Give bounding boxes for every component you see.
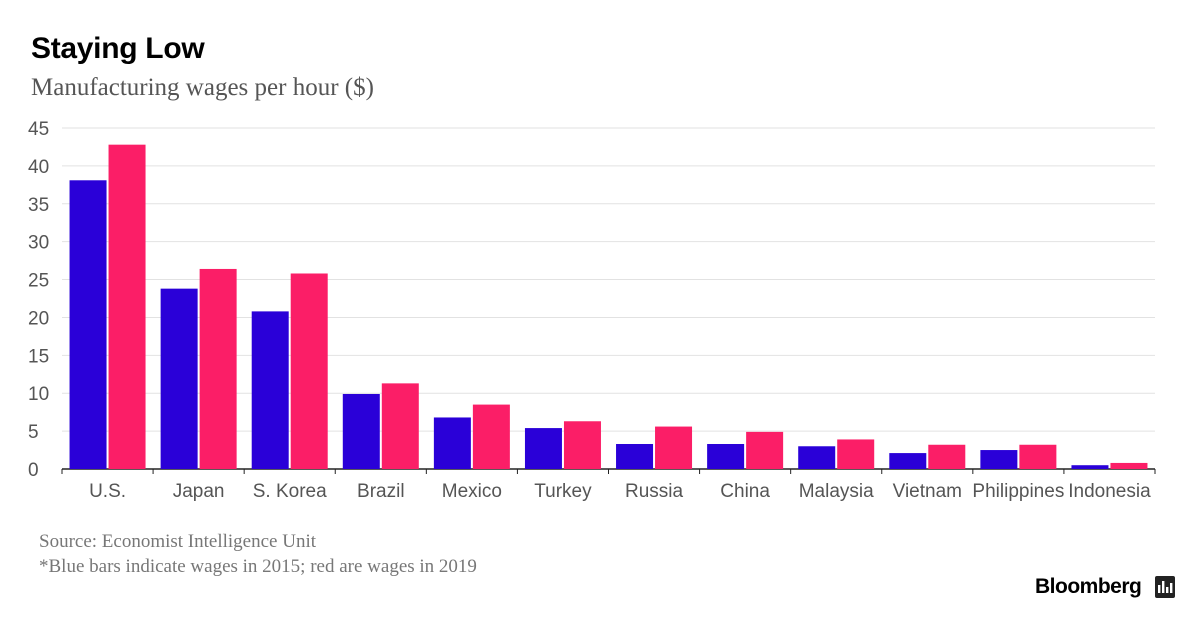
x-category-label: Mexico	[442, 481, 502, 502]
y-tick-label: 40	[28, 157, 49, 178]
bar-2015	[616, 443, 654, 469]
y-tick-label: 20	[28, 308, 49, 329]
bar-2015	[980, 450, 1018, 469]
bar-2019	[1110, 462, 1148, 469]
x-category-label: Vietnam	[893, 481, 962, 502]
source-note: Source: Economist Intelligence Unit	[39, 531, 317, 552]
x-category-label: Philippines	[972, 481, 1064, 502]
bar-2019	[746, 431, 784, 469]
y-tick-label: 25	[28, 271, 49, 292]
y-tick-label: 0	[28, 460, 39, 481]
bar-2015	[433, 417, 471, 469]
bar-2019	[108, 144, 146, 469]
bar-2019	[837, 439, 875, 469]
x-category-label: U.S.	[89, 481, 126, 502]
x-category-label: S. Korea	[253, 481, 327, 502]
y-tick-label: 35	[28, 195, 49, 216]
bar-2015	[707, 443, 745, 469]
bar-2019	[290, 273, 328, 469]
bloomberg-logo: Bloomberg	[1035, 575, 1142, 598]
bar-2015	[69, 180, 107, 469]
bar-2019	[381, 383, 419, 469]
y-tick-label: 30	[28, 233, 49, 254]
bar-2015	[524, 428, 562, 469]
x-category-label: Brazil	[357, 481, 405, 502]
bar-2015	[342, 393, 380, 469]
chart-title: Staying Low	[31, 32, 205, 65]
bar-2015	[889, 453, 927, 469]
bar-2015	[251, 311, 289, 469]
y-tick-label: 10	[28, 384, 49, 405]
y-tick-label: 15	[28, 346, 49, 367]
x-category-label: Russia	[625, 481, 684, 502]
x-category-label: Japan	[173, 481, 225, 502]
bar-2019	[472, 404, 510, 469]
chart-subtitle: Manufacturing wages per hour ($)	[31, 74, 374, 101]
bar-2019	[928, 444, 966, 469]
bar-2019	[199, 268, 237, 469]
bloomberg-chart-icon	[1155, 576, 1175, 598]
bar-2019	[655, 426, 693, 469]
bar-2015	[798, 446, 836, 469]
bar-2015	[1071, 465, 1109, 469]
x-category-label: Malaysia	[799, 481, 874, 502]
y-tick-label: 5	[28, 422, 39, 443]
bar-2019	[563, 421, 601, 469]
x-category-label: Turkey	[534, 481, 592, 502]
footnote: *Blue bars indicate wages in 2015; red a…	[39, 556, 477, 577]
bar-2015	[160, 288, 198, 469]
bar-2019	[1019, 444, 1057, 469]
y-tick-label: 45	[28, 119, 49, 140]
x-category-label: Indonesia	[1068, 481, 1151, 502]
x-category-label: China	[720, 481, 770, 502]
